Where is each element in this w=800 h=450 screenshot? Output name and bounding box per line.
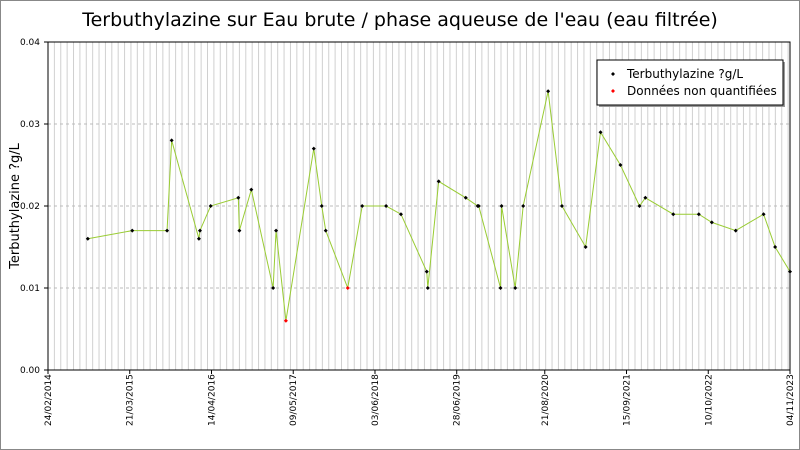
data-point: [169, 138, 174, 143]
legend-box: [596, 59, 784, 106]
x-tick-label: 03/06/2018: [371, 374, 381, 426]
data-point: [85, 236, 90, 241]
data-point: [559, 204, 564, 208]
data-point: [319, 204, 324, 208]
data-point: [424, 269, 429, 274]
data-point: [733, 228, 738, 233]
y-tick-label: 0.03: [20, 120, 40, 130]
data-point: [323, 228, 328, 233]
data-point: [499, 204, 504, 208]
series-line: [87, 91, 791, 321]
x-tick-label: 24/02/2014: [44, 374, 54, 426]
data-point: [583, 245, 588, 249]
x-tick-label: 09/05/2017: [289, 374, 299, 426]
data-point: [236, 195, 241, 200]
data-point: [345, 286, 350, 290]
data-point: [513, 286, 518, 290]
data-point: [274, 228, 279, 233]
data-point: [773, 245, 778, 249]
data-point: [384, 204, 389, 208]
data-point: [598, 130, 603, 135]
legend-label: Données non quantifiées: [627, 84, 777, 98]
y-tick-label: 0.02: [20, 202, 40, 212]
plot-border: [47, 41, 791, 371]
data-point: [436, 179, 441, 184]
data-point: [283, 318, 288, 323]
x-tick-label: 15/09/2021: [623, 374, 633, 426]
data-point: [463, 195, 468, 200]
data-point: [196, 236, 201, 241]
data-point: [398, 212, 403, 217]
data-point: [521, 204, 526, 208]
data-point: [476, 204, 481, 208]
data-point: [546, 89, 551, 94]
data-point: [249, 187, 254, 192]
x-tick-label: 10/10/2022: [704, 374, 714, 426]
x-tick-label: 04/11/2023: [786, 374, 796, 426]
data-point: [237, 228, 242, 233]
plot: [85, 89, 792, 323]
y-tick-label: 0.04: [20, 38, 40, 48]
data-point: [618, 163, 623, 167]
data-point: [130, 228, 135, 233]
x-tick-label: 14/04/2016: [207, 374, 217, 426]
data-point: [425, 286, 430, 290]
chart-title: Terbuthylazine sur Eau brute / phase aqu…: [81, 9, 718, 31]
legend: Terbuthylazine ?g/L Données non quantifié…: [596, 59, 785, 107]
data-point: [197, 228, 202, 233]
x-tick-label: 21/08/2020: [541, 374, 551, 426]
data-point: [360, 204, 365, 208]
y-tick-label: 0.01: [20, 284, 40, 294]
x-tick-label: 21/03/2015: [126, 374, 136, 426]
legend-label: Terbuthylazine ?g/L: [626, 67, 743, 81]
data-point: [165, 228, 170, 233]
legend-marker: [611, 72, 615, 76]
data-point: [498, 286, 503, 290]
data-point: [637, 204, 642, 208]
data-point: [311, 146, 316, 151]
data-point: [696, 212, 701, 217]
data-point: [671, 212, 676, 217]
data-point: [788, 269, 792, 274]
legend-marker: [611, 89, 615, 93]
data-point: [709, 220, 714, 225]
data-point: [761, 212, 766, 217]
data-point: [643, 195, 648, 200]
y-axis-label: Terbuthylazine ?g/L: [8, 142, 23, 270]
data-point: [208, 204, 213, 208]
x-tick-label: 28/06/2019: [453, 374, 463, 426]
data-point: [271, 286, 276, 290]
y-tick-label: 0.00: [20, 366, 40, 376]
